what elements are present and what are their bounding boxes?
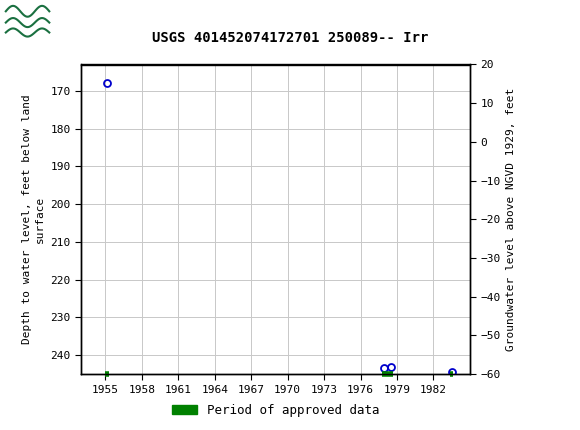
Text: USGS 401452074172701 250089-- Irr: USGS 401452074172701 250089-- Irr (152, 31, 428, 45)
Bar (6, 3, 122, 42)
Y-axis label: Groundwater level above NGVD 1929, feet: Groundwater level above NGVD 1929, feet (506, 88, 516, 351)
Y-axis label: Depth to water level, feet below land
surface: Depth to water level, feet below land su… (22, 95, 45, 344)
Text: USGS: USGS (55, 13, 115, 32)
Legend: Period of approved data: Period of approved data (167, 399, 384, 422)
